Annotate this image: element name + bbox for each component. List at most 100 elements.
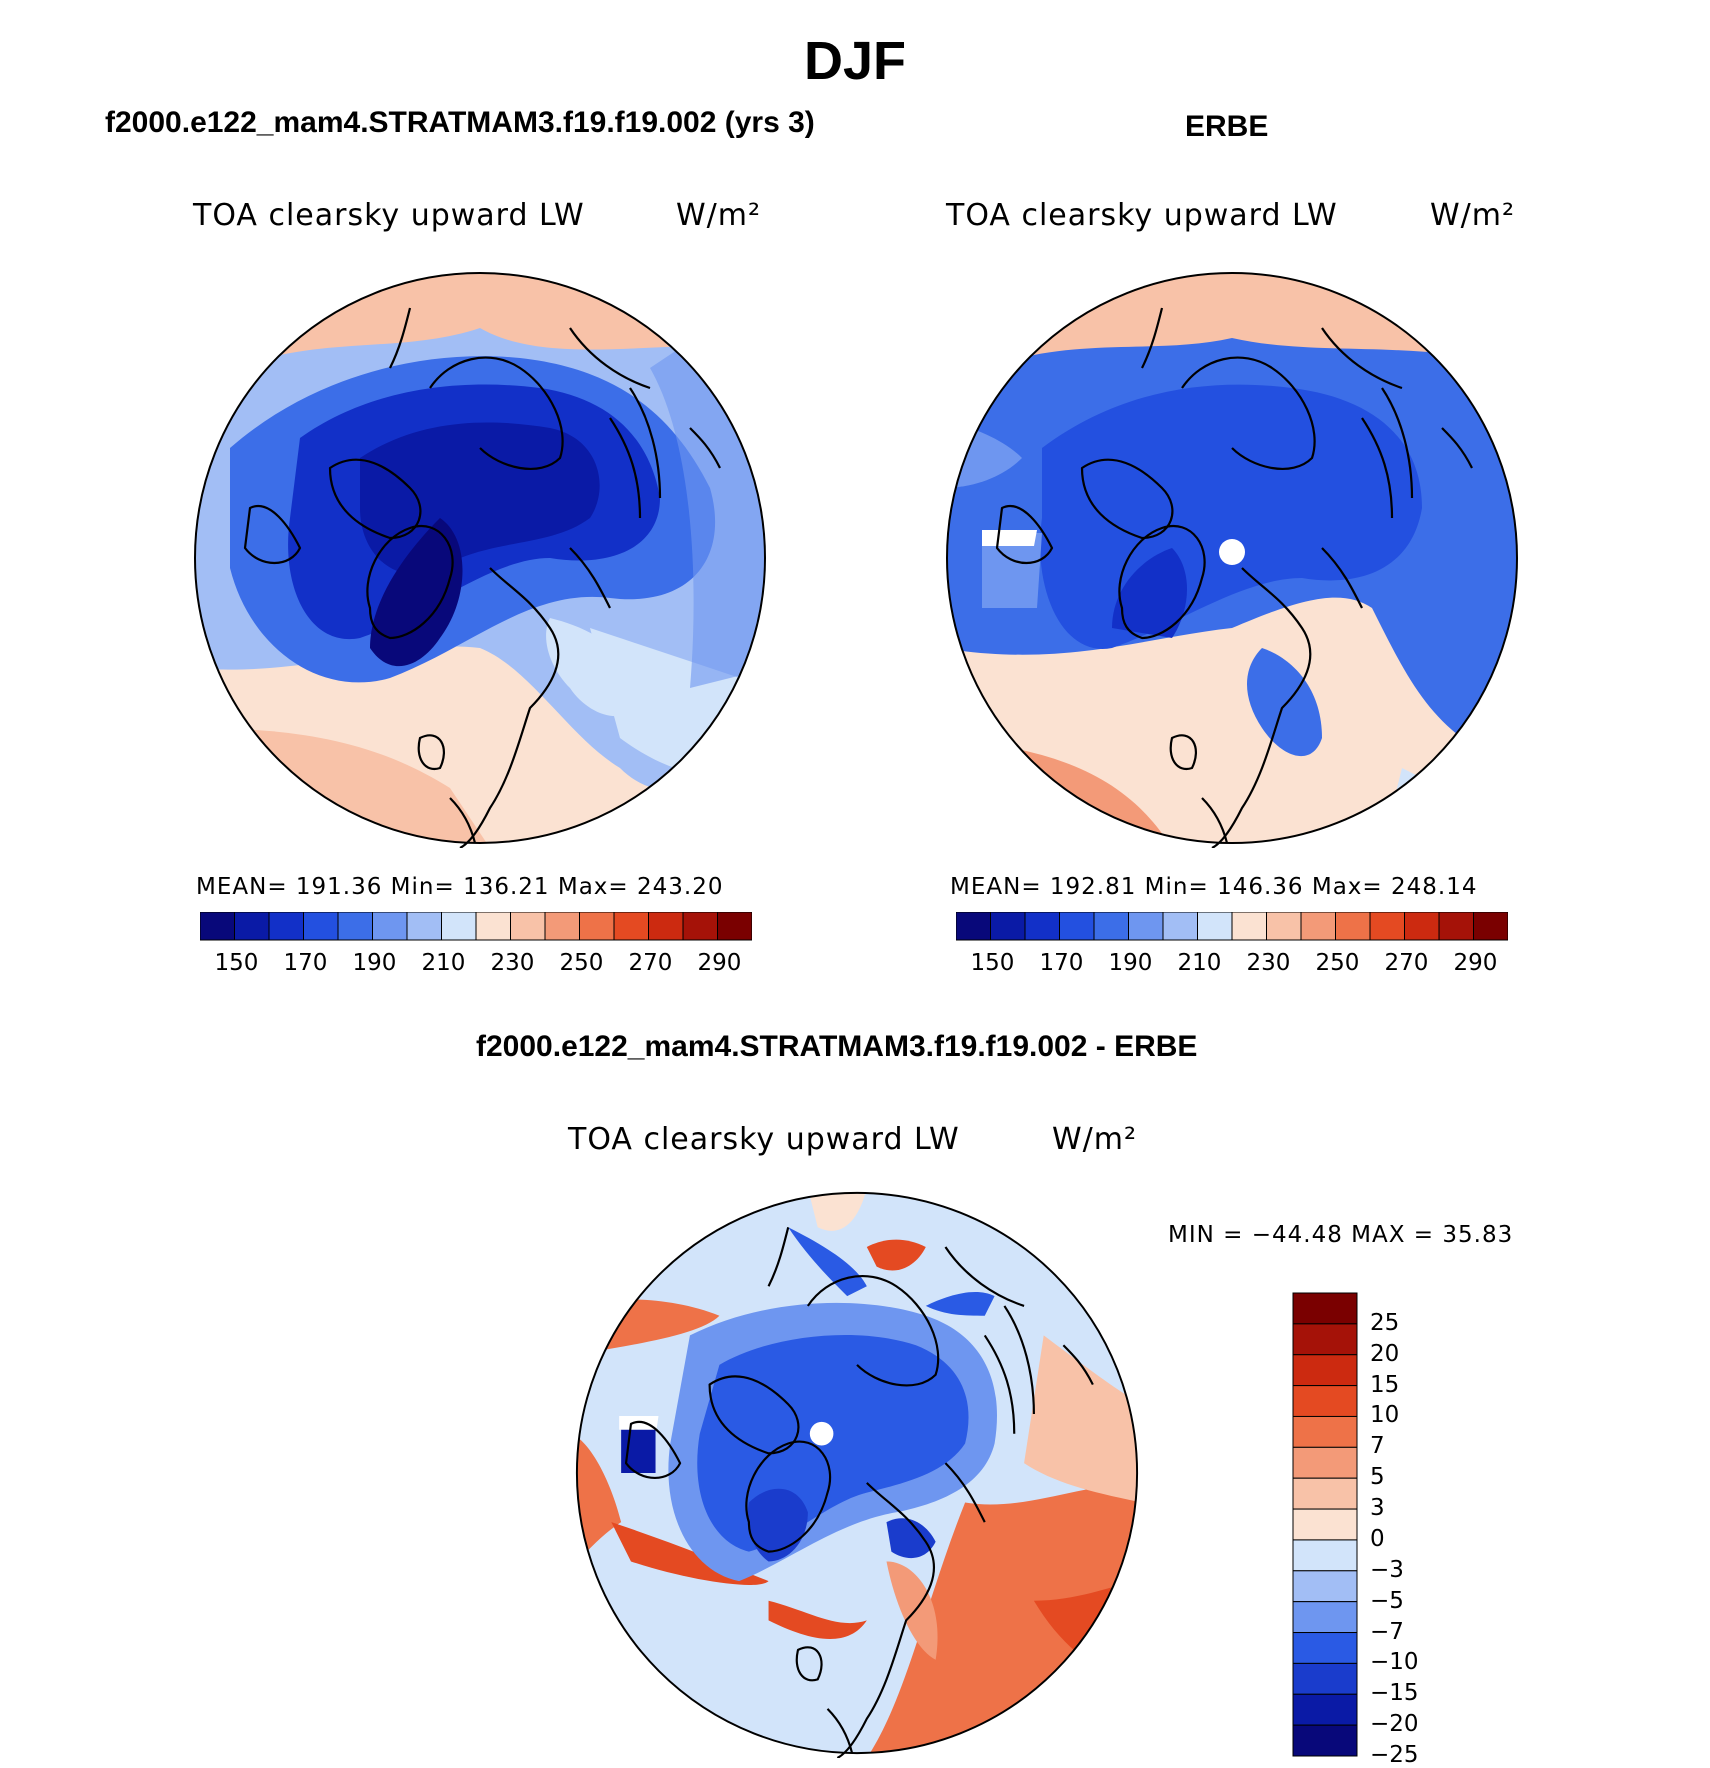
colorbar-swatch [1197,912,1233,941]
colorbar-tick-label: 7 [1370,1433,1385,1460]
colorbar-tick-label: 150 [214,950,259,976]
colorbar-tick-label: 5 [1370,1464,1385,1491]
panel-title-obs: ERBE [1185,110,1269,143]
colorbar-tick-label: 10 [1370,1402,1400,1429]
colorbar-obs [956,912,1508,941]
colorbar-swatch [1438,912,1474,941]
colorbar-swatch [1231,912,1267,941]
units-label-model: W/m² [676,198,762,233]
colorbar-ticks-diff: 25 20 15 10 7 5 3 0 −3 −5 −7 −10 −15 −20 −25 [1370,1292,1450,1768]
colorbar-tick-label: 20 [1370,1340,1400,1367]
colorbar-swatch [441,912,477,941]
colorbar-swatch [648,912,684,941]
colorbar-swatch [956,912,991,941]
colorbar-swatch [1292,1446,1358,1479]
colorbar-swatch [1093,912,1129,941]
variable-label-model: TOA clearsky upward LW [193,198,585,233]
colorbar-swatch [1292,1724,1358,1757]
colorbar-tick-label: 250 [559,950,604,976]
colorbar-tick-label: 0 [1370,1525,1385,1552]
colorbar-tick-label: 25 [1370,1309,1400,1336]
colorbar-tick-label: 190 [1108,950,1153,976]
colorbar-tick-label: 230 [490,950,535,976]
polar-map-model [194,272,766,848]
variable-label-obs: TOA clearsky upward LW [946,198,1338,233]
units-label-diff: W/m² [1052,1122,1138,1157]
colorbar-diff [1292,1292,1358,1757]
colorbar-tick-label: 290 [697,950,742,976]
colorbar-swatch [544,912,580,941]
colorbar-tick-label: 250 [1315,950,1360,976]
colorbar-tick-label: 230 [1246,950,1291,976]
colorbar-tick-label: −3 [1370,1556,1404,1583]
colorbar-swatch [682,912,718,941]
colorbar-tick-label: −20 [1370,1711,1419,1738]
polar-map-obs [946,272,1518,848]
colorbar-swatch [1292,1662,1358,1695]
colorbar-tick-label: 170 [1039,950,1084,976]
stats-obs: MEAN= 192.81 Min= 146.36 Max= 248.14 [950,874,1478,900]
colorbar-tick-label: −7 [1370,1618,1404,1645]
units-label-obs: W/m² [1430,198,1516,233]
colorbar-swatch [1024,912,1060,941]
colorbar-swatch [475,912,511,941]
colorbar-tick-label: 290 [1453,950,1498,976]
colorbar-ticks-obs: 150 170 190 210 230 250 270 290 [956,950,1508,980]
colorbar-tick-label: −25 [1370,1742,1419,1768]
colorbar-swatch [613,912,649,941]
colorbar-swatch [1292,1477,1358,1510]
colorbar-tick-label: −5 [1370,1587,1404,1614]
variable-label-diff: TOA clearsky upward LW [568,1122,960,1157]
colorbar-swatch [1300,912,1336,941]
colorbar-tick-label: 270 [628,950,673,976]
colorbar-tick-label: 210 [1177,950,1222,976]
colorbar-swatch [1162,912,1198,941]
colorbar-swatch [1292,1570,1358,1603]
colorbar-ticks-model: 150 170 190 210 230 250 270 290 [200,950,752,980]
colorbar-swatch [1059,912,1095,941]
colorbar-tick-label: −15 [1370,1680,1419,1707]
colorbar-swatch [1335,912,1371,941]
colorbar-swatch [406,912,442,941]
colorbar-swatch [1292,1632,1358,1664]
colorbar-tick-label: 170 [283,950,328,976]
colorbar-tick-label: 270 [1384,950,1429,976]
colorbar-tick-label: 210 [421,950,466,976]
main-title: DJF [803,31,906,91]
colorbar-swatch [579,912,615,941]
colorbar-swatch [1369,912,1405,941]
colorbar-swatch [337,912,373,941]
colorbar-tick-label: 190 [352,950,397,976]
colorbar-swatch [1292,1539,1358,1572]
colorbar-swatch [303,912,339,941]
colorbar-swatch [234,912,270,941]
colorbar-swatch [510,912,546,941]
colorbar-swatch [1128,912,1164,941]
colorbar-swatch [1292,1693,1358,1726]
colorbar-tick-label: 3 [1370,1495,1385,1522]
colorbar-swatch [1266,912,1302,941]
colorbar-swatch [1404,912,1440,941]
colorbar-tick-label: 15 [1370,1371,1400,1398]
colorbar-tick-label: −10 [1370,1649,1419,1676]
colorbar-swatch [268,912,304,941]
panel-title-diff: f2000.e122_mam4.STRATMAM3.f19.f19.002 - … [476,1030,1198,1063]
colorbar-swatch [990,912,1026,941]
colorbar-swatch [1292,1508,1358,1541]
panel-title-model: f2000.e122_mam4.STRATMAM3.f19.f19.002 (y… [105,106,815,139]
colorbar-swatch [1292,1601,1358,1634]
colorbar-swatch [372,912,408,941]
colorbar-swatch [1292,1292,1358,1325]
colorbar-swatch [200,912,235,941]
colorbar-tick-label: 150 [970,950,1015,976]
stats-model: MEAN= 191.36 Min= 136.21 Max= 243.20 [196,874,724,900]
colorbar-swatch [1473,912,1508,941]
colorbar-model [200,912,752,941]
stats-diff: MIN = −44.48 MAX = 35.83 [1168,1222,1514,1248]
polar-map-diff [575,1191,1139,1758]
colorbar-swatch [1292,1415,1358,1448]
colorbar-swatch [1292,1354,1358,1387]
colorbar-swatch [1292,1385,1358,1417]
colorbar-swatch [717,912,752,941]
colorbar-swatch [1292,1323,1358,1356]
